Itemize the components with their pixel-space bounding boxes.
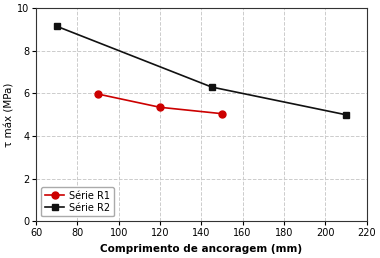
Legend: Série R1, Série R2: Série R1, Série R2 [41,187,114,216]
Série R2 [344,113,348,116]
Série R2 [209,85,214,88]
Série R2 [54,25,59,28]
Série R1 [220,112,224,115]
Série R1 [96,93,100,96]
Y-axis label: τ máx (MPa): τ máx (MPa) [4,83,14,147]
Line: Série R1: Série R1 [95,91,225,117]
Série R1 [158,106,162,109]
X-axis label: Comprimento de ancoragem (mm): Comprimento de ancoragem (mm) [100,244,302,254]
Line: Série R2: Série R2 [53,23,349,118]
